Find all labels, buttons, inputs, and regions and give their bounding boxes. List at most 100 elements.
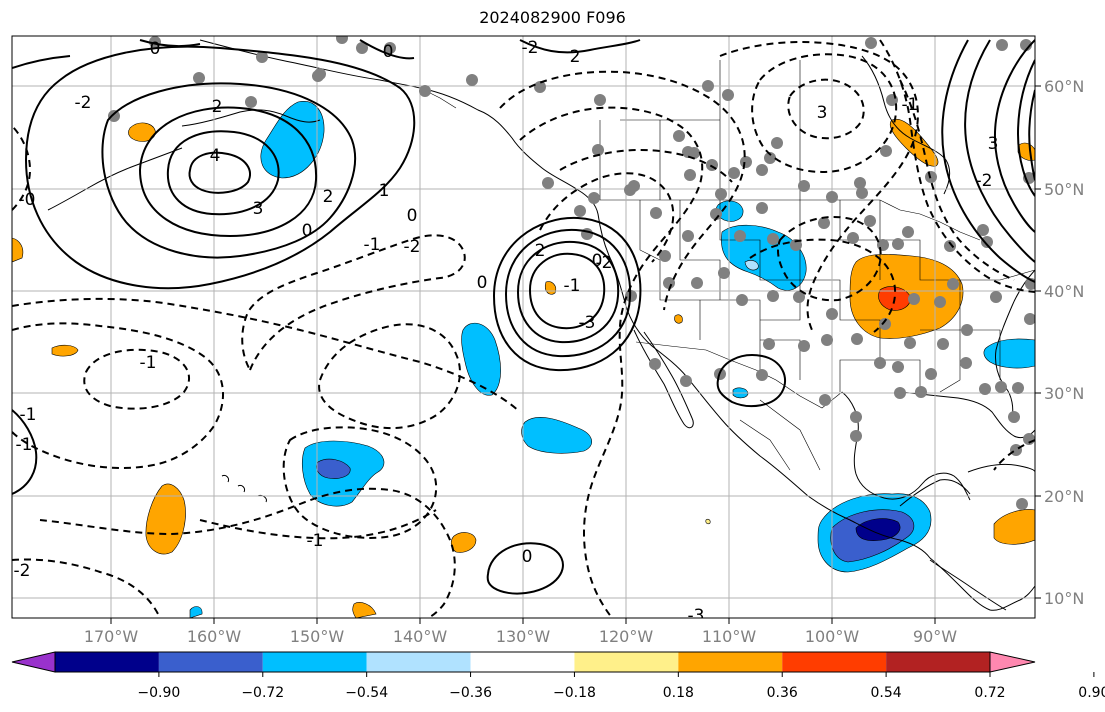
contour-label: 2	[535, 241, 546, 261]
lon-label: 110°W	[702, 627, 757, 646]
lat-label: 50°N	[1044, 180, 1084, 199]
station-dot	[892, 238, 904, 250]
lon-label: 100°W	[805, 627, 860, 646]
contour-dash-mid-1	[241, 234, 466, 373]
coast-alaska	[181, 39, 421, 127]
contour-label: -1	[20, 405, 37, 425]
contour-dash-east-2	[899, 79, 1015, 281]
map-title: 2024082900 F096	[479, 8, 626, 27]
contour-arizona	[716, 354, 787, 408]
station-dot	[684, 169, 696, 181]
border-states-east	[880, 269, 1035, 393]
contour-label: 3	[817, 103, 828, 123]
contour-label: 0	[522, 547, 533, 567]
border-states-west	[639, 200, 801, 380]
shade-medblue-hawaii	[316, 458, 351, 479]
lon-label: 160°W	[187, 627, 242, 646]
colorbar-segment	[262, 652, 367, 672]
station-dot	[1020, 39, 1032, 51]
contour-label: 2	[570, 47, 581, 67]
station-dot	[384, 42, 396, 54]
station-dot	[767, 290, 779, 302]
lat-label: 10°N	[1044, 589, 1084, 608]
station-dot	[193, 72, 205, 84]
station-dot	[880, 145, 892, 157]
station-dot	[851, 333, 863, 345]
lat-label: 30°N	[1044, 384, 1084, 403]
shade-blue-southeast	[983, 338, 1035, 369]
coast-baja	[633, 329, 694, 429]
contour-dash-east	[879, 39, 1035, 293]
station-dot	[771, 137, 783, 149]
station-dot	[790, 239, 802, 251]
station-dot	[734, 230, 746, 242]
contour-label: -1	[902, 95, 919, 115]
lat-label: 40°N	[1044, 282, 1084, 301]
shade-orange-socal	[674, 314, 683, 324]
contour-label: -1	[16, 435, 33, 455]
shade-orange-hawaii-s	[450, 532, 477, 553]
longitude-labels: 170°W 160°W 150°W 140°W 130°W 120°W 110°W 100°W…	[84, 618, 957, 646]
contour-dash-hawaii	[282, 426, 438, 539]
contour-cutoff-low-2	[516, 240, 620, 344]
contour-cutoff-low-3	[504, 228, 632, 358]
contour-north-0	[139, 39, 415, 60]
contour-nw	[12, 55, 71, 69]
contour-east-2	[1016, 59, 1035, 197]
coast-central-america	[899, 479, 1007, 611]
shade-orange-caribbean	[993, 509, 1035, 545]
station-dot	[793, 291, 805, 303]
contour-dash-trough-2	[499, 70, 746, 311]
contour-label: 2	[323, 187, 334, 207]
contour-alaska-high-3	[166, 130, 280, 216]
contour-label: 3	[253, 199, 264, 219]
station-dot	[736, 294, 748, 306]
station-dot	[847, 232, 859, 244]
lon-label: 130°W	[496, 627, 551, 646]
station-dot	[419, 85, 431, 97]
station-markers	[108, 36, 1035, 510]
shade-orange-dateline	[12, 237, 24, 263]
colorbar-extend-low	[11, 651, 56, 673]
colorbar-segment	[574, 652, 679, 672]
contour-cutoff-low-4	[492, 216, 642, 372]
colorbar-segment	[55, 652, 159, 672]
colorbar-tick-label: −0.18	[553, 685, 596, 701]
shade-blue-pacific2	[521, 417, 592, 454]
contour-dash-cuba	[993, 439, 1035, 471]
coast-aleutians	[47, 147, 183, 211]
station-dot	[673, 130, 685, 142]
station-dot	[821, 334, 833, 346]
colorbar-tick-label: −0.90	[137, 685, 180, 701]
coastlines	[47, 39, 1035, 611]
border-canada-provinces	[599, 60, 801, 200]
colorbar-segment	[366, 652, 471, 672]
station-dot	[818, 217, 830, 229]
contour-label: -1	[307, 531, 324, 551]
coast-cuba	[967, 463, 1035, 473]
lon-label: 120°W	[599, 627, 654, 646]
station-dot	[944, 240, 956, 252]
contour-east-5	[1028, 89, 1035, 181]
station-dot	[865, 37, 877, 49]
station-dot	[663, 277, 675, 289]
shade-blue-rockies	[721, 224, 807, 291]
station-dot	[850, 430, 862, 442]
contour-label: 2	[212, 97, 223, 117]
contour-alaska-high-0	[24, 45, 416, 290]
contour-label: -1	[364, 235, 381, 255]
station-dot	[1008, 411, 1020, 423]
station-dot	[722, 89, 734, 101]
colorbar-tick-label: 0.90	[1078, 685, 1105, 701]
contour-label: -1	[564, 276, 581, 296]
station-dot	[756, 164, 768, 176]
lat-label: 20°N	[1044, 487, 1084, 506]
contour-label: -2	[14, 561, 31, 581]
station-dot	[718, 267, 730, 279]
solid-contours	[12, 39, 1035, 595]
contour-label: -1	[140, 353, 157, 373]
colorbar	[11, 651, 1036, 673]
contour-label: -2	[596, 253, 613, 273]
colorbar-tick-label: 0.54	[871, 685, 902, 701]
station-dot	[892, 361, 904, 373]
